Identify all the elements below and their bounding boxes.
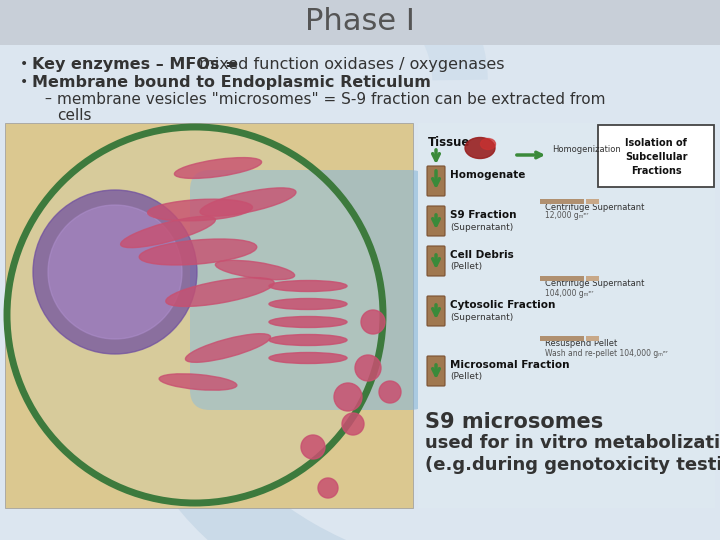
Text: 104,000 gₘᵉʳ: 104,000 gₘᵉʳ: [545, 288, 593, 298]
Text: Subcellular: Subcellular: [625, 152, 688, 162]
Ellipse shape: [159, 374, 237, 390]
Ellipse shape: [148, 199, 253, 221]
Ellipse shape: [269, 299, 347, 309]
Text: Membrane bound to Endoplasmic Reticulum: Membrane bound to Endoplasmic Reticulum: [32, 75, 431, 90]
Text: 12,000 gₘᵉʳ: 12,000 gₘᵉʳ: [545, 212, 588, 220]
Text: mixed function oxidases / oxygenases: mixed function oxidases / oxygenases: [194, 57, 505, 71]
Text: Wash and re-pellet 104,000 gₘᵉʳ: Wash and re-pellet 104,000 gₘᵉʳ: [545, 348, 668, 357]
Circle shape: [355, 355, 381, 381]
Ellipse shape: [121, 217, 215, 248]
Text: Tissue: Tissue: [428, 137, 470, 150]
FancyBboxPatch shape: [190, 170, 430, 410]
Circle shape: [342, 413, 364, 435]
Text: •: •: [20, 75, 28, 89]
Text: Microsomal Fraction: Microsomal Fraction: [450, 360, 570, 370]
FancyBboxPatch shape: [540, 336, 584, 341]
Text: Centrifuge Supernatant: Centrifuge Supernatant: [545, 202, 644, 212]
FancyBboxPatch shape: [427, 246, 445, 276]
Ellipse shape: [269, 280, 347, 292]
Text: (Pellet): (Pellet): [450, 373, 482, 381]
Text: (Pellet): (Pellet): [450, 262, 482, 272]
Text: used for in vitro metabolization: used for in vitro metabolization: [425, 434, 720, 452]
Ellipse shape: [480, 138, 495, 150]
Text: •: •: [20, 57, 28, 71]
Text: (Supernatant): (Supernatant): [450, 222, 513, 232]
FancyBboxPatch shape: [586, 336, 599, 341]
Text: Key enzymes – MFOs =: Key enzymes – MFOs =: [32, 57, 238, 71]
Circle shape: [33, 190, 197, 354]
Text: Cytosolic Fraction: Cytosolic Fraction: [450, 300, 555, 310]
FancyBboxPatch shape: [427, 296, 445, 326]
Text: –: –: [44, 93, 51, 107]
Circle shape: [8, 128, 382, 502]
Text: Isolation of: Isolation of: [625, 138, 687, 148]
Ellipse shape: [166, 278, 274, 306]
FancyBboxPatch shape: [540, 199, 584, 204]
Circle shape: [334, 383, 362, 411]
Ellipse shape: [269, 353, 347, 363]
Ellipse shape: [174, 158, 261, 178]
Text: (Supernatant): (Supernatant): [450, 313, 513, 321]
Ellipse shape: [200, 188, 296, 216]
Ellipse shape: [269, 334, 347, 346]
FancyBboxPatch shape: [418, 123, 715, 508]
FancyBboxPatch shape: [586, 276, 599, 281]
FancyBboxPatch shape: [0, 0, 720, 45]
Circle shape: [379, 381, 401, 403]
Text: Phase I: Phase I: [305, 8, 415, 37]
Text: Homogenate: Homogenate: [450, 170, 526, 180]
Text: S9 Fraction: S9 Fraction: [450, 210, 516, 220]
Text: Fractions: Fractions: [631, 166, 681, 176]
Ellipse shape: [269, 316, 347, 327]
FancyBboxPatch shape: [5, 123, 413, 508]
Ellipse shape: [215, 260, 294, 280]
Text: membrane vesicles "microsomes" = S-9 fraction can be extracted from: membrane vesicles "microsomes" = S-9 fra…: [57, 92, 606, 107]
Text: Cell Debris: Cell Debris: [450, 250, 514, 260]
FancyBboxPatch shape: [540, 276, 584, 281]
FancyBboxPatch shape: [427, 166, 445, 196]
Circle shape: [48, 205, 182, 339]
Text: cells: cells: [57, 109, 91, 124]
Circle shape: [301, 435, 325, 459]
Text: Resuspend Pellet: Resuspend Pellet: [545, 340, 617, 348]
Text: Centrifuge Supernatant: Centrifuge Supernatant: [545, 280, 644, 288]
FancyBboxPatch shape: [586, 199, 599, 204]
Text: Homogenization: Homogenization: [552, 145, 621, 154]
Circle shape: [318, 478, 338, 498]
FancyBboxPatch shape: [427, 356, 445, 386]
Text: S9 microsomes: S9 microsomes: [425, 412, 603, 432]
Ellipse shape: [186, 334, 271, 362]
Ellipse shape: [465, 138, 495, 159]
FancyBboxPatch shape: [427, 206, 445, 236]
FancyBboxPatch shape: [598, 125, 714, 187]
Ellipse shape: [139, 239, 257, 265]
Text: (e.g.during genotoxicity testing): (e.g.during genotoxicity testing): [425, 456, 720, 474]
Circle shape: [361, 310, 385, 334]
